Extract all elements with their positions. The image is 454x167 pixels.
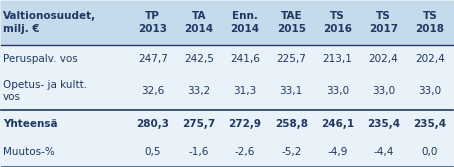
Text: -4,9: -4,9: [327, 147, 348, 157]
Text: 275,7: 275,7: [183, 119, 216, 129]
Text: TP
2013: TP 2013: [138, 12, 167, 34]
Text: 280,3: 280,3: [136, 119, 169, 129]
Text: Valtionosuudet,
milj. €: Valtionosuudet, milj. €: [3, 12, 96, 34]
Text: -2,6: -2,6: [235, 147, 255, 157]
Text: -4,4: -4,4: [374, 147, 394, 157]
Text: 32,6: 32,6: [141, 86, 164, 96]
Bar: [1, 1, 453, 45]
Text: 235,4: 235,4: [367, 119, 400, 129]
Text: Enn.
2014: Enn. 2014: [231, 12, 260, 34]
Text: TS
2016: TS 2016: [323, 12, 352, 34]
Text: TS
2018: TS 2018: [415, 12, 444, 34]
Text: 33,2: 33,2: [188, 86, 211, 96]
Text: 258,8: 258,8: [275, 119, 308, 129]
Text: 225,7: 225,7: [276, 54, 306, 64]
Text: 33,1: 33,1: [280, 86, 303, 96]
Text: 31,3: 31,3: [233, 86, 257, 96]
Bar: [1, 73, 453, 110]
Text: 272,9: 272,9: [229, 119, 262, 129]
Text: 235,4: 235,4: [413, 119, 446, 129]
Bar: [1, 45, 453, 73]
Text: 0,5: 0,5: [144, 147, 161, 157]
Text: Peruspalv. vos: Peruspalv. vos: [3, 54, 78, 64]
Text: 202,4: 202,4: [415, 54, 444, 64]
Text: 213,1: 213,1: [322, 54, 352, 64]
Text: -5,2: -5,2: [281, 147, 301, 157]
Text: TAE
2015: TAE 2015: [277, 12, 306, 34]
Text: Muutos-%: Muutos-%: [3, 147, 55, 157]
Text: 33,0: 33,0: [326, 86, 349, 96]
Text: 246,1: 246,1: [321, 119, 354, 129]
Text: 241,6: 241,6: [230, 54, 260, 64]
Text: TS
2017: TS 2017: [369, 12, 398, 34]
Bar: [1, 138, 453, 166]
Text: 33,0: 33,0: [372, 86, 395, 96]
Text: Yhteensä: Yhteensä: [3, 119, 58, 129]
Text: 247,7: 247,7: [138, 54, 168, 64]
Text: -1,6: -1,6: [189, 147, 209, 157]
Text: TA
2014: TA 2014: [184, 12, 213, 34]
Text: 202,4: 202,4: [369, 54, 399, 64]
Bar: [1, 110, 453, 138]
Text: Opetus- ja kultt.
vos: Opetus- ja kultt. vos: [3, 80, 87, 102]
Text: 0,0: 0,0: [422, 147, 438, 157]
Text: 242,5: 242,5: [184, 54, 214, 64]
Text: 33,0: 33,0: [418, 86, 441, 96]
